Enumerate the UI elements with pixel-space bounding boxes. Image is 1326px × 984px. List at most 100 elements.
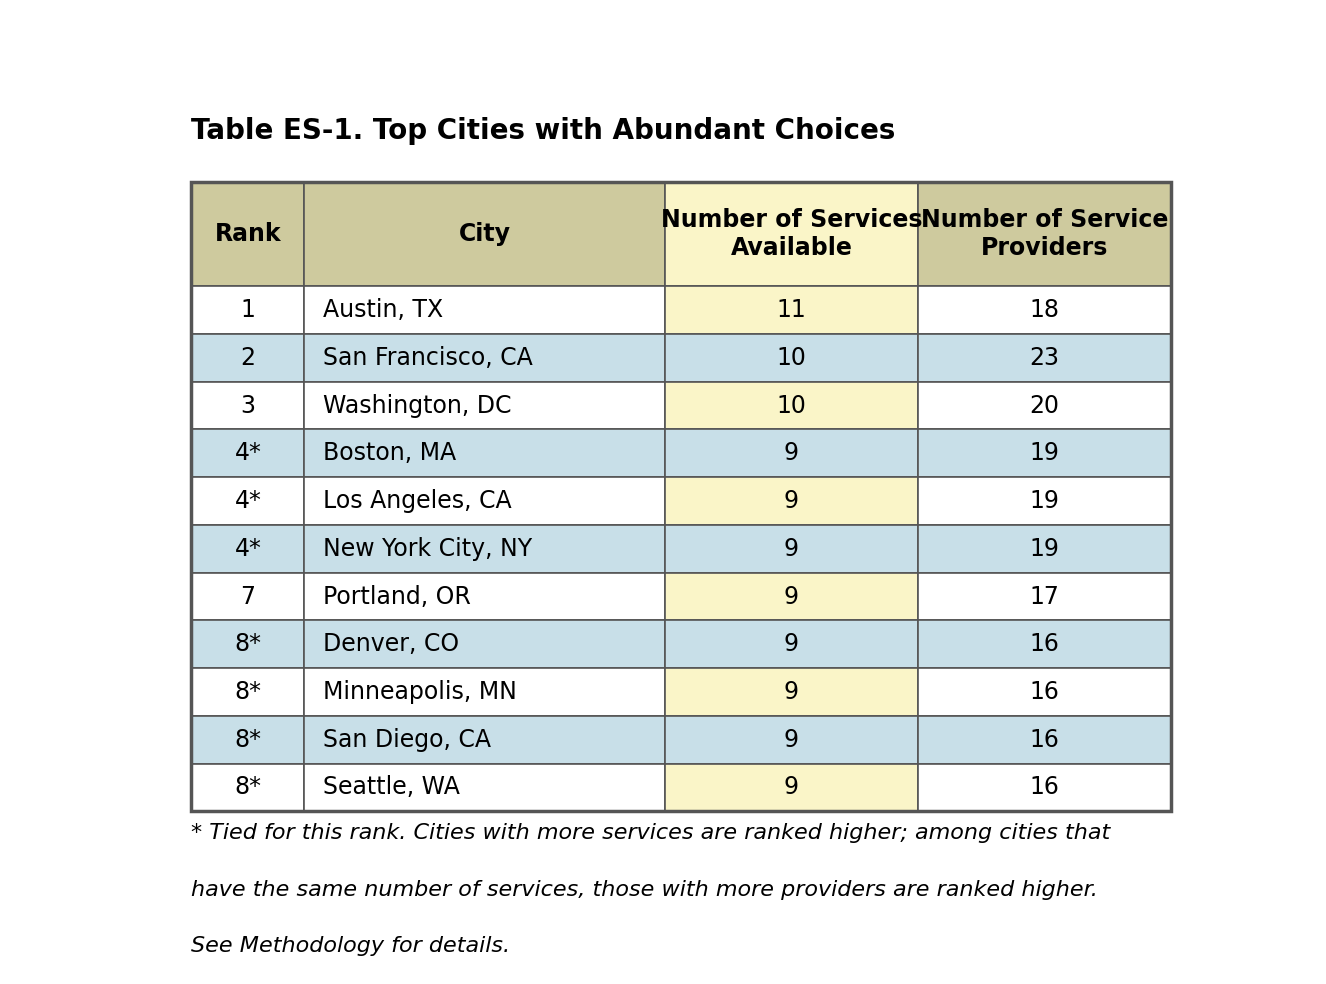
Text: 9: 9	[784, 633, 800, 656]
Text: 2: 2	[240, 345, 256, 370]
Bar	[664, 286, 918, 334]
Text: 16: 16	[1029, 680, 1059, 704]
Bar	[664, 620, 918, 668]
Bar	[305, 620, 664, 668]
Bar	[191, 182, 305, 286]
Text: 16: 16	[1029, 775, 1059, 799]
Text: 9: 9	[784, 489, 800, 513]
Bar	[191, 286, 305, 334]
Text: 11: 11	[777, 298, 806, 322]
Text: Minneapolis, MN: Minneapolis, MN	[324, 680, 517, 704]
Text: Boston, MA: Boston, MA	[324, 442, 456, 465]
Text: 9: 9	[784, 728, 800, 752]
Bar	[664, 182, 918, 286]
Bar	[191, 620, 305, 668]
Bar	[918, 334, 1171, 382]
Bar	[664, 382, 918, 429]
Text: 9: 9	[784, 442, 800, 465]
Text: 23: 23	[1029, 345, 1059, 370]
Text: Seattle, WA: Seattle, WA	[324, 775, 460, 799]
Text: Denver, CO: Denver, CO	[324, 633, 459, 656]
Text: 4*: 4*	[235, 489, 261, 513]
Text: 4*: 4*	[235, 537, 261, 561]
Text: 10: 10	[777, 394, 806, 417]
Bar	[305, 668, 664, 716]
Bar	[918, 620, 1171, 668]
Text: 1: 1	[240, 298, 256, 322]
Bar	[918, 573, 1171, 620]
Bar	[918, 182, 1171, 286]
Bar	[664, 334, 918, 382]
Text: Number of Service
Providers: Number of Service Providers	[920, 209, 1168, 260]
Bar	[918, 429, 1171, 477]
Text: 4*: 4*	[235, 442, 261, 465]
Bar	[918, 286, 1171, 334]
Bar	[191, 429, 305, 477]
Text: Table ES-1. Top Cities with Abundant Choices: Table ES-1. Top Cities with Abundant Cho…	[191, 116, 896, 145]
Text: Portland, OR: Portland, OR	[324, 584, 471, 608]
Bar	[191, 573, 305, 620]
Text: 8*: 8*	[235, 775, 261, 799]
Bar	[664, 429, 918, 477]
Bar	[664, 764, 918, 812]
Bar	[664, 716, 918, 764]
Bar	[664, 524, 918, 573]
Bar	[191, 524, 305, 573]
Bar	[664, 477, 918, 524]
Text: 9: 9	[784, 584, 800, 608]
Bar	[918, 477, 1171, 524]
Bar	[305, 477, 664, 524]
Bar	[305, 182, 664, 286]
Text: 18: 18	[1029, 298, 1059, 322]
Bar	[305, 286, 664, 334]
Text: 19: 19	[1029, 489, 1059, 513]
Text: 8*: 8*	[235, 728, 261, 752]
Text: 19: 19	[1029, 442, 1059, 465]
Bar	[191, 716, 305, 764]
Text: 10: 10	[777, 345, 806, 370]
Bar	[305, 573, 664, 620]
Bar	[191, 382, 305, 429]
Text: City: City	[459, 222, 511, 246]
Text: 19: 19	[1029, 537, 1059, 561]
Bar	[191, 182, 1171, 812]
Text: Number of Services
Available: Number of Services Available	[660, 209, 922, 260]
Bar	[918, 716, 1171, 764]
Text: 9: 9	[784, 680, 800, 704]
Text: New York City, NY: New York City, NY	[324, 537, 532, 561]
Bar	[918, 382, 1171, 429]
Bar	[305, 716, 664, 764]
Text: have the same number of services, those with more providers are ranked higher.: have the same number of services, those …	[191, 880, 1098, 899]
Bar	[305, 524, 664, 573]
Bar	[664, 668, 918, 716]
Text: 9: 9	[784, 775, 800, 799]
Text: 17: 17	[1029, 584, 1059, 608]
Text: Washington, DC: Washington, DC	[324, 394, 512, 417]
Text: San Diego, CA: San Diego, CA	[324, 728, 491, 752]
Bar	[918, 524, 1171, 573]
Text: Austin, TX: Austin, TX	[324, 298, 443, 322]
Text: 16: 16	[1029, 633, 1059, 656]
Text: 8*: 8*	[235, 633, 261, 656]
Bar	[664, 573, 918, 620]
Bar	[305, 429, 664, 477]
Text: 20: 20	[1029, 394, 1059, 417]
Text: See Methodology for details.: See Methodology for details.	[191, 937, 511, 956]
Text: 9: 9	[784, 537, 800, 561]
Text: * Tied for this rank. Cities with more services are ranked higher; among cities : * Tied for this rank. Cities with more s…	[191, 823, 1111, 842]
Bar	[191, 334, 305, 382]
Text: 7: 7	[240, 584, 256, 608]
Bar	[305, 764, 664, 812]
Text: Los Angeles, CA: Los Angeles, CA	[324, 489, 512, 513]
Text: 8*: 8*	[235, 680, 261, 704]
Bar	[918, 764, 1171, 812]
Text: 16: 16	[1029, 728, 1059, 752]
Bar	[918, 668, 1171, 716]
Bar	[191, 477, 305, 524]
Text: Rank: Rank	[215, 222, 281, 246]
Bar	[305, 334, 664, 382]
Bar	[191, 764, 305, 812]
Text: San Francisco, CA: San Francisco, CA	[324, 345, 533, 370]
Bar	[305, 382, 664, 429]
Bar	[191, 668, 305, 716]
